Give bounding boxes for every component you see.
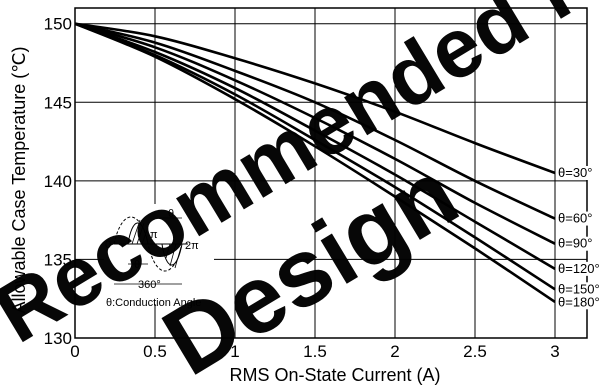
curve-line [74, 22, 556, 271]
x-tick-label: 2.5 [463, 342, 487, 361]
x-tick-label: 0.5 [143, 342, 167, 361]
y-tick-label: 130 [44, 329, 72, 348]
inset-label-zero: 0 [105, 239, 111, 251]
inset-label-360: 360° [138, 279, 161, 291]
curve-label: θ=60° [558, 211, 592, 226]
y-tick-label: 145 [44, 93, 72, 112]
curve-line [74, 22, 556, 291]
curve-label-bg [556, 295, 601, 310]
x-axis-label: RMS On-State Current (A) [229, 365, 440, 385]
curve-label-bg [556, 211, 601, 226]
curves: θ=30° θ=60° θ=90° θ=120° θ=150°θ=180° [74, 22, 601, 310]
tick-labels: 0 0.5 1 1.5 2 2.5 3 130 135 140 145 150 [44, 15, 560, 361]
inset-background [104, 204, 214, 304]
curve-label-bg [556, 166, 601, 180]
inset-label-2pi: 2π [185, 240, 199, 252]
inset-hatching [131, 219, 182, 269]
y-tick-label: 140 [44, 172, 72, 191]
x-tick-label: 1 [230, 342, 239, 361]
y-tick-label: 150 [44, 15, 72, 34]
waveform-inset: 0 π 2π θ θ 360° θ:Conduction Angle [104, 204, 214, 309]
curve-label: θ=120° [558, 261, 600, 276]
inset-label-theta-top: θ [168, 208, 174, 220]
inset-label-theta-bottom: θ [134, 259, 140, 271]
curve-label: θ=90° [558, 236, 592, 251]
inset-caption: θ:Conduction Angle [106, 297, 201, 309]
curve-label-bg [556, 236, 601, 251]
curve-line [74, 22, 556, 245]
inset-label-pi: π [150, 229, 158, 241]
inset-conduction-pos [127, 222, 149, 245]
curve-line [74, 22, 556, 175]
curve-label-bg [556, 282, 601, 297]
curve-label: θ=150° [558, 281, 600, 296]
x-tick-label: 2 [390, 342, 399, 361]
curve-line [74, 22, 556, 220]
x-tick-label: 1.5 [303, 342, 327, 361]
curve-label: θ=180° [558, 294, 600, 309]
y-axis-label: Allowable Case Temperature (℃) [9, 47, 29, 314]
curve-label-bg [556, 261, 601, 276]
x-tick-label: 0 [70, 342, 79, 361]
curve-line [74, 22, 556, 303]
y-tick-label: 135 [44, 250, 72, 269]
x-tick-label: 3 [550, 342, 559, 361]
curve-label: θ=30° [558, 165, 592, 180]
